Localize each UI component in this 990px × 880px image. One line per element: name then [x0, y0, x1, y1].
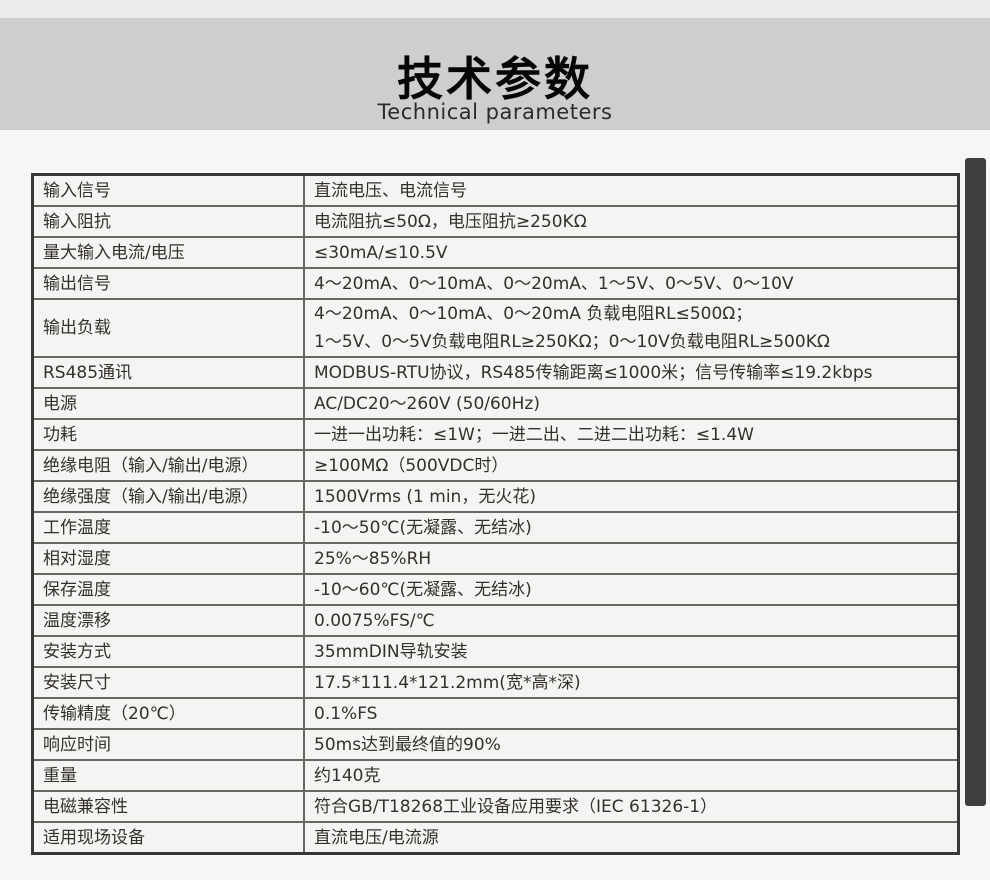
- table-row: 输出负载 4～20mA、0～10mA、0～20mA 负载电阻RL≤500Ω； 1～…: [31, 298, 960, 358]
- section-title-banner: 技术参数 Technical parameters: [0, 18, 990, 130]
- table-row: 绝缘电阻（输入/输出/电源） ≥100MΩ（500VDC时）: [31, 449, 960, 482]
- table-row: 电源 AC/DC20～260V (50/60Hz): [31, 387, 960, 420]
- param-name: 输出负载: [31, 298, 305, 358]
- param-name: 电源: [31, 387, 305, 420]
- param-value: 0.0075%FS/℃: [303, 604, 960, 637]
- table-row: 保存温度 -10～60℃(无凝露、无结冰): [31, 573, 960, 606]
- param-value: 25%～85%RH: [303, 542, 960, 575]
- param-name: 功耗: [31, 418, 305, 451]
- table-row: 功耗 一进一出功耗：≤1W；一进二出、二进二出功耗：≤1.4W: [31, 418, 960, 451]
- table-row: 量大输入电流/电压 ≤30mA/≤10.5V: [31, 236, 960, 269]
- page-title: 技术参数: [397, 52, 593, 107]
- param-name: 电磁兼容性: [31, 790, 305, 823]
- param-name: 响应时间: [31, 728, 305, 761]
- table-row: 响应时间 50ms达到最终值的90%: [31, 728, 960, 761]
- param-value: 50ms达到最终值的90%: [303, 728, 960, 761]
- param-name: 绝缘强度（输入/输出/电源）: [31, 480, 305, 513]
- param-name: 传输精度（20℃）: [31, 697, 305, 730]
- param-value: 17.5*111.4*121.2mm(宽*高*深): [303, 666, 960, 699]
- param-value: 1500Vrms (1 min，无火花): [303, 480, 960, 513]
- param-name: 输入信号: [31, 173, 305, 207]
- param-name: 保存温度: [31, 573, 305, 606]
- spec-table: 输入信号 直流电压、电流信号 输入阻抗 电流阻抗≤50Ω，电压阻抗≥250KΩ 量大输入…: [31, 173, 960, 855]
- param-value: MODBUS-RTU协议，RS485传输距离≤1000米；信号传输率≤19.2k…: [303, 356, 960, 389]
- param-name: 量大输入电流/电压: [31, 236, 305, 269]
- top-strip: [0, 0, 990, 18]
- table-row: 电磁兼容性 符合GB/T18268工业设备应用要求（IEC 61326-1）: [31, 790, 960, 823]
- param-name: 安装尺寸: [31, 666, 305, 699]
- param-value: ≤30mA/≤10.5V: [303, 236, 960, 269]
- table-row: RS485通讯 MODBUS-RTU协议，RS485传输距离≤1000米；信号传输…: [31, 356, 960, 389]
- param-value: 符合GB/T18268工业设备应用要求（IEC 61326-1）: [303, 790, 960, 823]
- param-name: 绝缘电阻（输入/输出/电源）: [31, 449, 305, 482]
- page-subtitle: Technical parameters: [377, 100, 613, 124]
- param-name: 输入阻抗: [31, 205, 305, 238]
- param-value: 直流电压/电流源: [303, 821, 960, 855]
- table-row: 温度漂移 0.0075%FS/℃: [31, 604, 960, 637]
- param-value: ≥100MΩ（500VDC时）: [303, 449, 960, 482]
- table-row: 输出信号 4～20mA、0～10mA、0～20mA、1～5V、0～5V、0～10V: [31, 267, 960, 300]
- spec-table-body: 输入信号 直流电压、电流信号 输入阻抗 电流阻抗≤50Ω，电压阻抗≥250KΩ 量大输入…: [31, 173, 960, 855]
- param-value: 4～20mA、0～10mA、0～20mA、1～5V、0～5V、0～10V: [303, 267, 960, 300]
- table-row: 传输精度（20℃） 0.1%FS: [31, 697, 960, 730]
- param-value: 直流电压、电流信号: [303, 173, 960, 207]
- param-value: 一进一出功耗：≤1W；一进二出、二进二出功耗：≤1.4W: [303, 418, 960, 451]
- table-row: 安装方式 35mmDIN导轨安装: [31, 635, 960, 668]
- table-row: 安装尺寸 17.5*111.4*121.2mm(宽*高*深): [31, 666, 960, 699]
- param-value: 约140克: [303, 759, 960, 792]
- param-value: AC/DC20～260V (50/60Hz): [303, 387, 960, 420]
- param-name: 安装方式: [31, 635, 305, 668]
- param-value: 35mmDIN导轨安装: [303, 635, 960, 668]
- param-value: 电流阻抗≤50Ω，电压阻抗≥250KΩ: [303, 205, 960, 238]
- param-value: -10～50℃(无凝露、无结冰): [303, 511, 960, 544]
- table-row: 重量 约140克: [31, 759, 960, 792]
- table-row: 绝缘强度（输入/输出/电源） 1500Vrms (1 min，无火花): [31, 480, 960, 513]
- param-name: 重量: [31, 759, 305, 792]
- param-name: 适用现场设备: [31, 821, 305, 855]
- scrollbar-thumb[interactable]: [965, 158, 986, 806]
- param-value: -10～60℃(无凝露、无结冰): [303, 573, 960, 606]
- table-row: 工作温度 -10～50℃(无凝露、无结冰): [31, 511, 960, 544]
- table-row: 输入信号 直流电压、电流信号: [31, 173, 960, 207]
- table-row: 适用现场设备 直流电压/电流源: [31, 821, 960, 855]
- param-name: 输出信号: [31, 267, 305, 300]
- param-name: 相对湿度: [31, 542, 305, 575]
- param-name: RS485通讯: [31, 356, 305, 389]
- param-value: 4～20mA、0～10mA、0～20mA 负载电阻RL≤500Ω； 1～5V、0…: [303, 298, 960, 358]
- table-row: 输入阻抗 电流阻抗≤50Ω，电压阻抗≥250KΩ: [31, 205, 960, 238]
- param-value: 0.1%FS: [303, 697, 960, 730]
- param-name: 温度漂移: [31, 604, 305, 637]
- param-name: 工作温度: [31, 511, 305, 544]
- table-row: 相对湿度 25%～85%RH: [31, 542, 960, 575]
